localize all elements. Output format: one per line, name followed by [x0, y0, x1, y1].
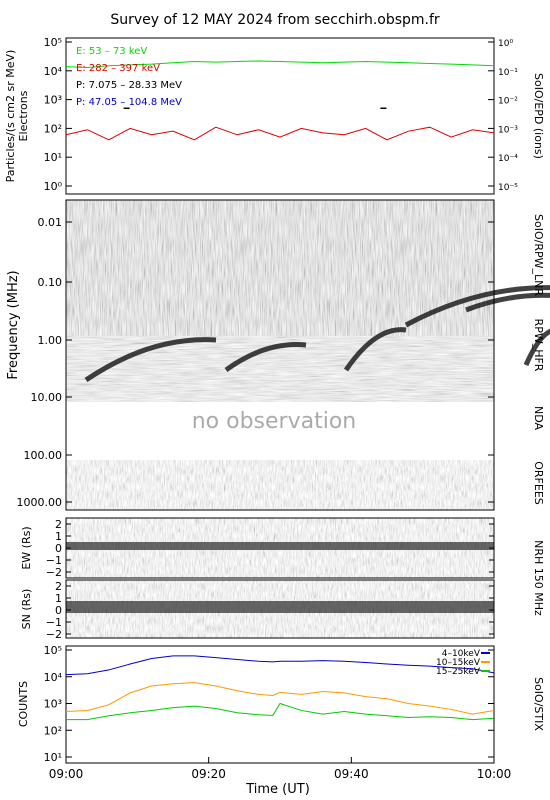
- stix-legend-entry: 4–10keV: [442, 649, 481, 659]
- radio-burst: [343, 327, 407, 372]
- stix-legend-entry: 15–25keV: [436, 667, 481, 677]
- radio-panel: no observation 0.01 0.10 1.00 10.00 100.00 10…: [17, 199, 550, 511]
- nda-gap: [66, 402, 494, 458]
- stix-ticks: 10¹ 10² 10³ 10⁴ 10⁵: [44, 644, 494, 764]
- nrh-sn-band: [66, 601, 494, 613]
- epd-right-tick-label: 10⁻²: [498, 97, 518, 107]
- nrh-tick-label: −1: [46, 616, 62, 629]
- epd-legend: E: 53 – 73 keV E: 282 – 397 keV P: 7.075 –…: [76, 46, 182, 108]
- epd-left-tick-label: 10⁵: [44, 36, 62, 49]
- radio-tick-label: 0.10: [38, 276, 63, 289]
- radio-ylabel: Frequency (MHz): [6, 270, 21, 379]
- epd-ticks: 10⁰ 10⁻⁵ 10¹ 10⁻⁴ 10² 10⁻³ 10³ 10⁻² 10⁴ 10⁻¹ 10⁵ 10…: [44, 36, 519, 193]
- radio-tick-label: 100.00: [24, 449, 63, 462]
- epd-ylabel-line2: Electrons: [17, 90, 30, 141]
- epd-left-tick-label: 10³: [44, 94, 62, 107]
- stix-tick-label: 10³: [44, 698, 62, 711]
- radio-bursts: [84, 285, 550, 383]
- chart-title: Survey of 12 MAY 2024 from secchirh.obsp…: [110, 12, 440, 28]
- epd-frame: [65, 37, 495, 195]
- epd-left-tick-label: 10²: [44, 122, 62, 135]
- epd-left-tick-label: 10⁴: [44, 65, 63, 78]
- radio-tick-label: 0.01: [38, 216, 63, 229]
- nrh-tick-label: 1: [55, 530, 62, 543]
- nrh-tick-label: 0: [55, 542, 62, 555]
- nrh-ew-panel: 210−1−2: [46, 517, 495, 579]
- radio-right-orfees: ORFEES: [532, 461, 545, 505]
- epd-series-line: [65, 60, 495, 69]
- orfees-spectrum: [66, 460, 494, 510]
- nrh-tick-label: −1: [46, 554, 62, 567]
- radio-burst: [523, 328, 550, 366]
- radio-tick-label: 10.00: [31, 391, 63, 404]
- epd-legend-entry: E: 53 – 73 keV: [76, 46, 147, 57]
- radio-tick-label: 1.00: [38, 334, 63, 347]
- nrh-tick-label: 1: [55, 592, 62, 605]
- radio-right-nda: NDA: [532, 406, 545, 431]
- x-tick-label: 10:00: [477, 767, 512, 781]
- x-tick-label: 09:40: [334, 767, 369, 781]
- nrh-sn-ylabel: SN (Rs): [20, 589, 33, 630]
- radio-right-lnr: SoIO/RPW_LNR: [532, 214, 545, 296]
- stix-legend-entry: 10–15keV: [436, 658, 481, 668]
- radio-burst: [465, 292, 550, 313]
- epd-legend-entry: P: 47.05 – 104.8 MeV: [76, 97, 182, 108]
- x-tick-label: 09:20: [191, 767, 226, 781]
- nrh-ew-band: [66, 542, 494, 550]
- stix-tick-label: 10⁵: [44, 644, 62, 657]
- nrh-right-label: NRH 150 MHz: [532, 540, 545, 616]
- x-tick-label: 09:00: [49, 767, 84, 781]
- stix-tick-label: 10²: [44, 724, 62, 737]
- epd-right-tick-label: 10⁰: [498, 39, 513, 49]
- radio-burst: [224, 342, 307, 373]
- x-axis-label: Time (UT): [245, 782, 310, 797]
- epd-left-tick-label: 10¹: [44, 151, 62, 164]
- stix-series-line: [65, 682, 495, 715]
- epd-right-label: SoIO/EPD (ions): [532, 73, 545, 159]
- nrh-tick-label: 2: [55, 518, 62, 531]
- stix-ylabel: COUNTS: [17, 681, 30, 727]
- radio-frame: [65, 199, 495, 511]
- nrh-sn-ticks: 210−1−2: [46, 580, 494, 641]
- epd-right-tick-label: 10⁻¹: [498, 68, 518, 78]
- radio-tick-label: 1000.00: [17, 496, 63, 509]
- lnr-spectrum: [66, 200, 494, 336]
- stix-series-line: [66, 702, 495, 721]
- radio-right-hfr: RPW_HFR: [532, 319, 545, 372]
- epd-right-tick-label: 10⁻³: [498, 125, 518, 135]
- stix-right-label: SoIO/STIX: [532, 677, 545, 731]
- radio-burst: [404, 285, 550, 328]
- nrh-sn-frame: [65, 579, 495, 639]
- stix-series-line: [65, 655, 495, 676]
- stix-tick-label: 10¹: [44, 751, 62, 764]
- epd-right-tick-label: 10⁻⁴: [498, 154, 518, 164]
- epd-legend-entry: E: 282 – 397 keV: [76, 63, 160, 74]
- nrh-tick-label: −2: [46, 566, 62, 579]
- nrh-ew-ylabel: EW (Rs): [20, 526, 33, 569]
- stix-lines: [65, 655, 495, 721]
- nrh-ew-ticks: 210−1−2: [46, 518, 494, 579]
- radio-burst: [84, 337, 217, 383]
- nrh-tick-label: −2: [46, 628, 62, 641]
- x-axis-ticks: 09:00 09:20 09:40 10:00: [49, 757, 512, 781]
- stix-tick-label: 10⁴: [44, 671, 63, 684]
- epd-left-tick-label: 10⁰: [44, 180, 63, 193]
- nrh-tick-label: 0: [55, 604, 62, 617]
- epd-right-tick-label: 10⁻⁵: [498, 183, 518, 193]
- nrh-sn-panel: 210−1−2: [46, 579, 495, 641]
- no-observation-label: no observation: [192, 409, 357, 434]
- epd-ylabel-line1: Particles/(s cm2 sr MeV): [4, 50, 17, 183]
- epd-lines: [65, 60, 495, 141]
- epd-series-line: [65, 126, 495, 141]
- radio-ticks: 0.01 0.10 1.00 10.00 100.00 1000.00: [17, 216, 494, 509]
- epd-panel: 10⁰ 10⁻⁵ 10¹ 10⁻⁴ 10² 10⁻³ 10³ 10⁻² 10⁴ 10⁻¹ 10⁵ 10…: [44, 36, 519, 195]
- epd-legend-entry: P: 7.075 – 28.33 MeV: [76, 80, 182, 91]
- nrh-tick-label: 2: [55, 580, 62, 593]
